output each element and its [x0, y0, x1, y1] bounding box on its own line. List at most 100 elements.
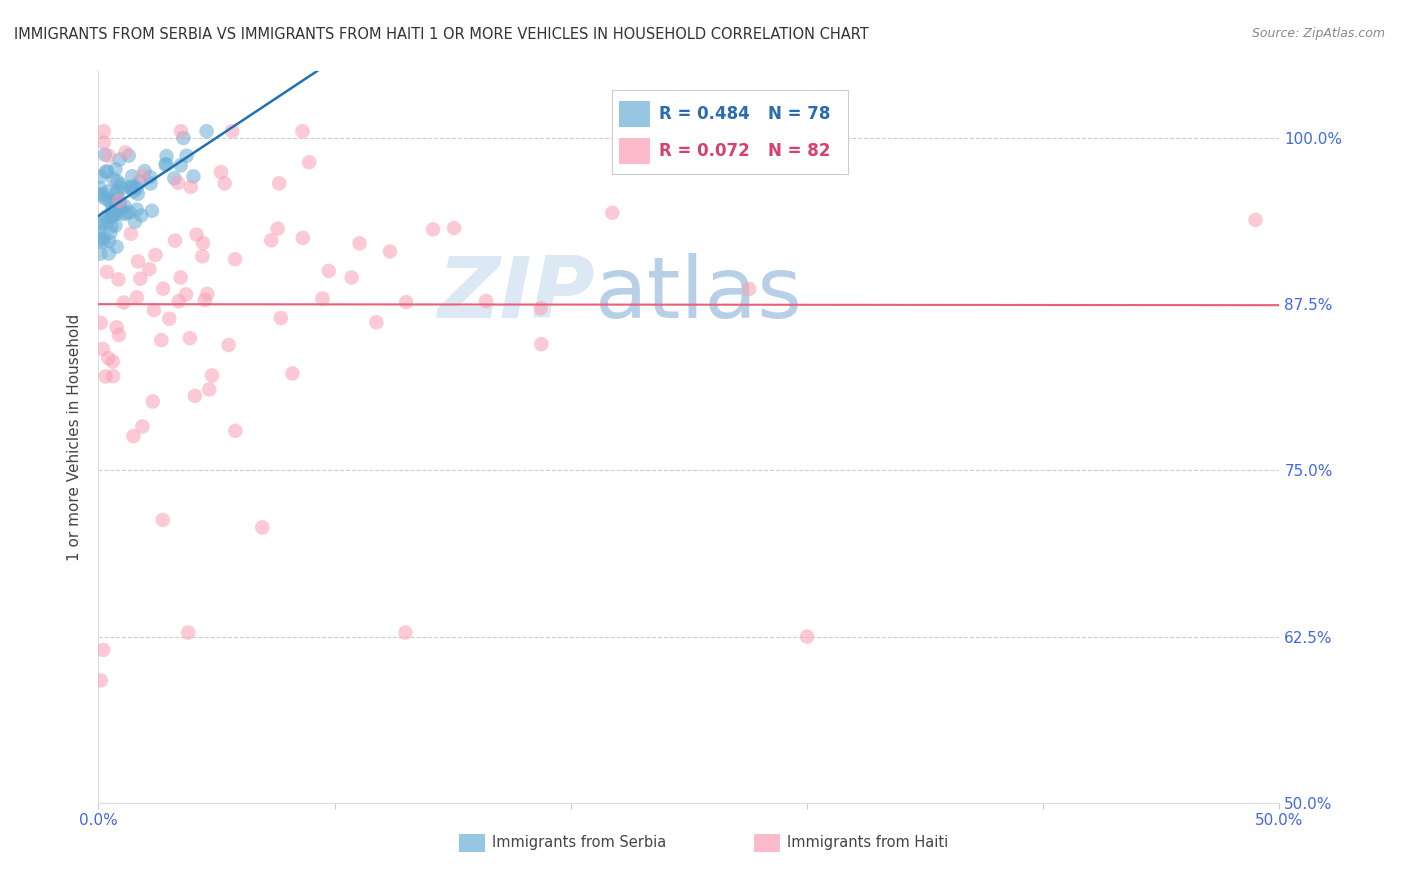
Point [96, 265, 118, 279]
Point [98, 226, 121, 240]
Point [201, 368, 224, 383]
Point [167, 176, 190, 190]
Point [100, 206, 122, 220]
Point [167, 294, 190, 309]
Point [252, 520, 274, 534]
Y-axis label: 1 or more Vehicles in Household: 1 or more Vehicles in Household [67, 313, 83, 561]
Point [131, 169, 153, 183]
Point [191, 235, 214, 250]
Point [394, 625, 416, 640]
Point [94, 210, 117, 224]
Point [107, 175, 129, 189]
Point [124, 179, 146, 194]
Point [170, 124, 193, 138]
Point [120, 181, 142, 195]
Point [108, 328, 131, 343]
Point [139, 177, 162, 191]
Point [97, 214, 120, 228]
Point [218, 338, 240, 352]
Point [91, 186, 114, 201]
Point [104, 219, 127, 233]
Point [124, 215, 146, 229]
Point [105, 320, 128, 334]
Point [155, 157, 177, 171]
Point [180, 180, 202, 194]
Text: Immigrants from Haiti: Immigrants from Haiti [787, 835, 948, 850]
Point [101, 354, 124, 368]
Point [169, 270, 191, 285]
Point [260, 233, 283, 247]
Point [134, 164, 156, 178]
Bar [754, 833, 780, 852]
Point [195, 124, 218, 138]
Point [169, 158, 191, 172]
Point [209, 165, 232, 179]
Point [224, 252, 246, 267]
Point [103, 172, 125, 186]
Point [796, 630, 818, 644]
Point [224, 424, 246, 438]
Point [129, 175, 152, 189]
Point [107, 272, 129, 286]
Point [89, 219, 111, 233]
Point [89, 225, 111, 239]
Point [101, 369, 124, 384]
Point [150, 333, 173, 347]
Point [107, 200, 129, 214]
Point [475, 294, 498, 309]
Point [281, 367, 304, 381]
Point [155, 149, 177, 163]
Point [155, 157, 177, 171]
Point [93, 136, 115, 150]
Point [163, 234, 186, 248]
Point [112, 295, 135, 310]
Point [104, 203, 127, 218]
Point [422, 222, 444, 236]
Point [91, 643, 114, 657]
Point [110, 178, 132, 192]
Point [197, 286, 219, 301]
Point [214, 177, 236, 191]
Point [103, 207, 125, 221]
Point [122, 429, 145, 443]
Point [131, 419, 153, 434]
Point [349, 236, 371, 251]
Point [738, 282, 761, 296]
Point [177, 625, 200, 640]
Point [89, 246, 111, 260]
Text: Source: ZipAtlas.com: Source: ZipAtlas.com [1251, 27, 1385, 40]
Point [311, 292, 333, 306]
Point [125, 181, 148, 195]
Point [118, 205, 141, 219]
Point [94, 164, 117, 178]
Point [120, 180, 142, 194]
Point [108, 153, 131, 167]
Point [105, 207, 128, 221]
Point [142, 303, 165, 318]
Point [97, 193, 120, 207]
Point [91, 235, 114, 249]
Bar [458, 833, 485, 852]
Point [139, 169, 162, 184]
Text: atlas: atlas [595, 253, 803, 336]
Point [183, 169, 205, 184]
Point [121, 169, 143, 184]
Point [100, 195, 122, 210]
Point [111, 181, 134, 195]
Point [340, 270, 363, 285]
Point [378, 244, 401, 259]
Point [105, 184, 128, 198]
Point [291, 231, 314, 245]
Point [122, 184, 145, 198]
Point [98, 234, 121, 248]
Point [89, 181, 111, 195]
Point [91, 216, 114, 230]
Text: ZIP: ZIP [437, 253, 595, 336]
Point [108, 194, 131, 208]
Point [138, 262, 160, 277]
Point [318, 264, 340, 278]
Point [108, 194, 131, 209]
Point [152, 513, 174, 527]
Point [145, 248, 167, 262]
Point [127, 186, 149, 201]
